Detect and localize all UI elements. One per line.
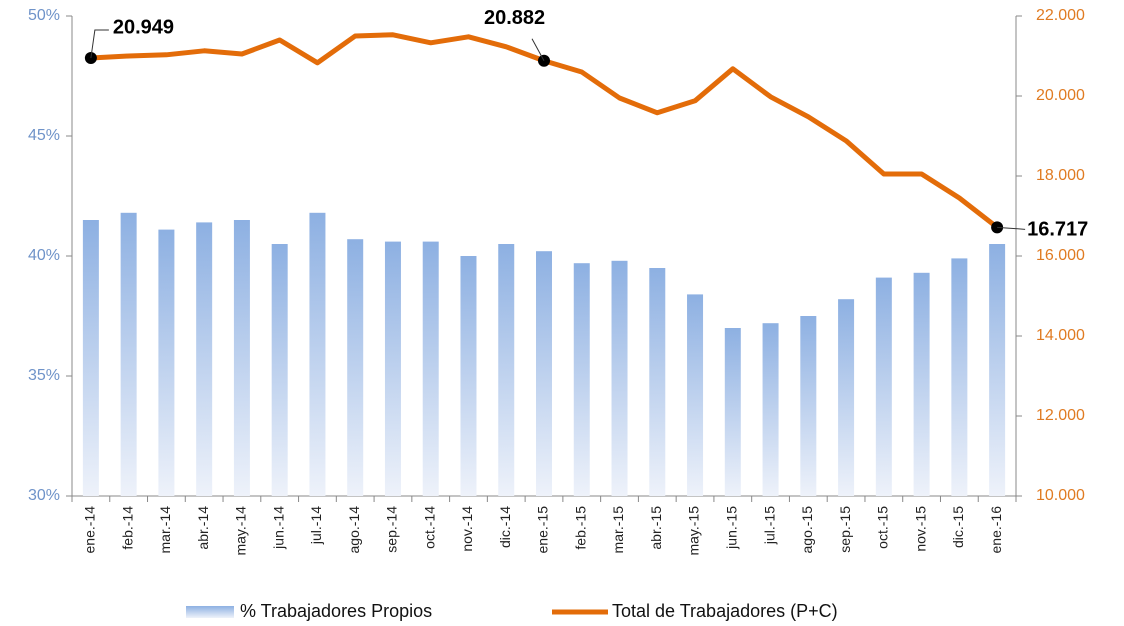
x-tick-label: dic.-14	[497, 506, 513, 548]
bar	[951, 258, 968, 496]
bar	[762, 323, 779, 496]
data-label: 20.882	[484, 7, 545, 29]
bar	[724, 328, 741, 496]
x-tick-label: oct.-15	[875, 506, 891, 549]
y2-tick-label: 10.000	[1036, 487, 1085, 504]
bar	[158, 229, 175, 496]
x-tick-label: jun.-14	[270, 506, 286, 550]
x-tick-label: jul.-14	[308, 506, 324, 545]
bar	[384, 241, 401, 496]
y2-tick-label: 18.000	[1036, 167, 1085, 184]
x-tick-label: mar.-14	[157, 506, 173, 554]
x-tick-label: ene.-14	[82, 506, 98, 554]
x-tick-label: ene.-16	[988, 506, 1004, 554]
bar	[309, 212, 326, 497]
leader-line	[90, 29, 109, 59]
y-tick-label: 40%	[28, 247, 60, 264]
bar	[875, 277, 892, 496]
x-tick-label: may.-15	[686, 506, 702, 556]
bar	[422, 241, 439, 496]
y-tick-label: 50%	[28, 7, 60, 24]
bar	[120, 212, 137, 497]
bar	[838, 299, 855, 496]
bar	[687, 294, 704, 496]
x-tick-label: feb.-15	[572, 506, 588, 550]
y2-tick-label: 16.000	[1036, 247, 1085, 264]
bar	[271, 244, 288, 496]
bar	[800, 316, 817, 496]
x-tick-label: abr.-14	[195, 506, 211, 550]
y2-tick-label: 20.000	[1036, 87, 1085, 104]
bar	[573, 263, 590, 496]
x-tick-label: ago.-14	[346, 506, 362, 554]
x-tick-label: dic.-15	[950, 506, 966, 548]
bar	[347, 239, 364, 496]
x-tick-label: nov.-14	[459, 506, 475, 552]
x-tick-label: oct.-14	[421, 506, 437, 549]
legend-label: % Trabajadores Propios	[240, 601, 432, 621]
x-tick-label: sep.-14	[384, 506, 400, 553]
x-tick-label: jun.-15	[724, 506, 740, 550]
y2-tick-label: 12.000	[1036, 407, 1085, 424]
data-label: 16.717	[1027, 219, 1088, 241]
bar	[196, 222, 213, 496]
y-tick-label: 30%	[28, 487, 60, 504]
x-tick-label: sep.-15	[837, 506, 853, 553]
x-tick-label: feb.-14	[119, 506, 135, 550]
bar	[82, 220, 99, 496]
x-tick-label: jul.-15	[761, 506, 777, 545]
legend-swatch	[186, 606, 234, 618]
bar	[536, 251, 552, 496]
bar	[460, 256, 477, 496]
bar	[498, 244, 515, 496]
bar	[233, 220, 250, 496]
x-tick-label: mar.-15	[610, 506, 626, 554]
leader-line	[997, 226, 1026, 230]
leader-line	[531, 38, 545, 61]
bar	[913, 272, 930, 496]
bar	[611, 260, 628, 496]
legend-label: Total de Trabajadores (P+C)	[612, 601, 838, 621]
bar	[649, 268, 666, 496]
y2-tick-label: 22.000	[1036, 7, 1085, 24]
x-tick-label: nov.-15	[912, 506, 928, 552]
x-tick-label: may.-14	[233, 506, 249, 556]
x-tick-label: abr.-15	[648, 506, 664, 550]
x-tick-label: ago.-15	[799, 506, 815, 554]
y2-tick-label: 14.000	[1036, 327, 1085, 344]
data-label: 20.949	[113, 16, 174, 38]
bar	[989, 244, 1006, 496]
y-tick-label: 35%	[28, 367, 60, 384]
y-tick-label: 45%	[28, 127, 60, 144]
x-tick-label: ene.-15	[535, 506, 551, 554]
